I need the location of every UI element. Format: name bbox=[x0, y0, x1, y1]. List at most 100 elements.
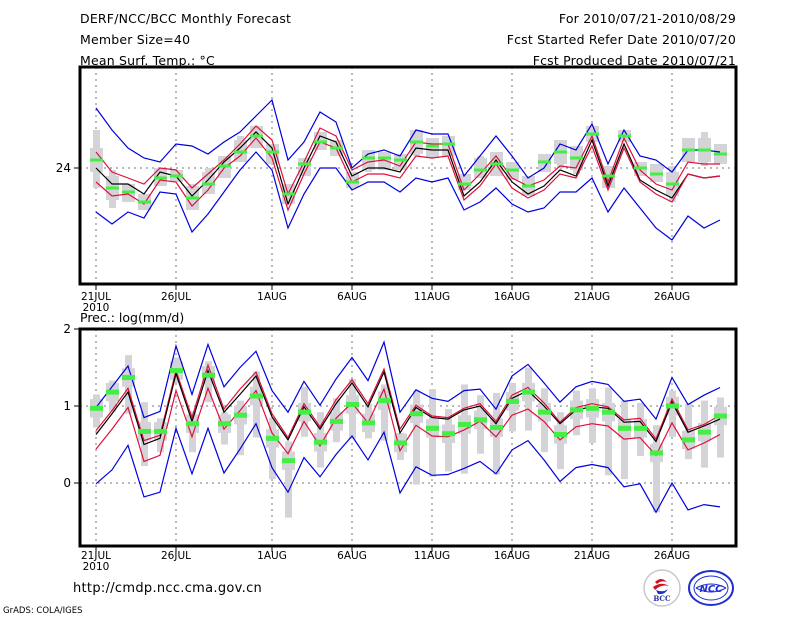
median-marker bbox=[170, 174, 183, 178]
x-tick-label: 26JUL bbox=[161, 550, 191, 562]
median-marker bbox=[442, 431, 455, 437]
y-tick-label: 0 bbox=[63, 476, 71, 490]
median-marker bbox=[410, 411, 423, 417]
x-tick-label: 26AUG bbox=[654, 291, 690, 303]
median-marker bbox=[122, 190, 135, 194]
series-line-min bbox=[95, 151, 721, 241]
median-marker bbox=[218, 421, 231, 427]
series-line-spread-upper bbox=[95, 125, 720, 196]
member-size: Member Size=40 bbox=[80, 32, 191, 47]
range-bar bbox=[269, 417, 276, 480]
median-marker bbox=[362, 156, 375, 160]
median-marker bbox=[570, 407, 583, 413]
x-tick-label: 21AUG bbox=[574, 550, 610, 562]
produced-date: Fcst Produced Date 2010/07/21 bbox=[532, 53, 736, 68]
median-marker bbox=[506, 168, 519, 172]
y-tick-label: 1 bbox=[63, 399, 71, 413]
quartile-box bbox=[426, 138, 439, 158]
median-marker bbox=[250, 393, 263, 399]
quartile-box bbox=[394, 154, 407, 170]
x-tick-label: 1AUG bbox=[257, 550, 287, 562]
chart-panel-0: 24 21JUL 26JUL 1AUG 6AUG 11AUG 16AUG 21AUG 26AUG… bbox=[56, 65, 738, 314]
median-marker bbox=[122, 375, 135, 381]
median-marker bbox=[618, 134, 631, 138]
median-marker bbox=[458, 182, 471, 186]
median-marker bbox=[170, 368, 183, 374]
median-marker bbox=[458, 421, 471, 427]
range-bar bbox=[237, 400, 244, 456]
median-marker bbox=[202, 182, 215, 186]
median-marker bbox=[106, 186, 119, 190]
x-tick-label: 11AUG bbox=[414, 291, 450, 303]
median-marker bbox=[394, 158, 407, 162]
median-marker bbox=[106, 389, 119, 395]
median-marker bbox=[138, 428, 151, 434]
x-tick-label: 21JUL bbox=[81, 291, 111, 303]
x-tick-label: 6AUG bbox=[337, 550, 367, 562]
median-marker bbox=[138, 200, 151, 204]
median-marker bbox=[522, 184, 535, 188]
x-tick-label: 26AUG bbox=[654, 550, 690, 562]
quartile-box bbox=[362, 150, 375, 170]
series-line-spread-lower bbox=[95, 386, 721, 463]
median-marker bbox=[330, 146, 343, 150]
bcc-logo: BCC bbox=[643, 569, 681, 607]
median-marker bbox=[586, 405, 599, 411]
range-bar bbox=[653, 425, 660, 513]
x-tick-label: 26JUL bbox=[161, 291, 191, 303]
x-tick-label: 21AUG bbox=[574, 291, 610, 303]
range-bar bbox=[621, 400, 628, 480]
median-marker bbox=[650, 172, 663, 176]
median-marker bbox=[714, 413, 727, 419]
median-marker bbox=[538, 160, 551, 164]
median-marker bbox=[202, 372, 215, 378]
median-marker bbox=[314, 140, 327, 144]
logos: BCC NCC bbox=[643, 569, 734, 607]
median-marker bbox=[186, 196, 199, 200]
median-marker bbox=[650, 450, 663, 456]
median-marker bbox=[602, 174, 615, 178]
median-marker bbox=[346, 180, 359, 184]
series-line-spread-upper bbox=[95, 363, 721, 442]
series-line-spread-lower bbox=[95, 137, 721, 212]
median-marker bbox=[634, 166, 647, 170]
series-line-max bbox=[95, 340, 721, 421]
y-tick-label: 2 bbox=[63, 322, 71, 336]
median-marker bbox=[442, 142, 455, 146]
range-bar bbox=[717, 397, 724, 458]
x-tick-year: 2010 bbox=[83, 302, 110, 314]
median-marker bbox=[490, 162, 503, 166]
median-marker bbox=[378, 398, 391, 404]
y-tick-label: 24 bbox=[56, 161, 71, 175]
header-left: DERF/NCC/BCC Monthly Forecast Member Siz… bbox=[80, 11, 291, 74]
median-marker bbox=[554, 431, 567, 437]
range-bar bbox=[285, 441, 292, 518]
median-marker bbox=[682, 437, 695, 443]
median-marker bbox=[586, 132, 599, 136]
median-marker bbox=[426, 425, 439, 431]
ncc-logo: NCC bbox=[688, 570, 734, 606]
panel-title: Prec.: log(mm/d) bbox=[80, 310, 184, 325]
x-tick-label: 6AUG bbox=[337, 291, 367, 303]
median-marker bbox=[698, 429, 711, 435]
median-marker bbox=[330, 418, 343, 424]
median-marker bbox=[634, 425, 647, 431]
median-marker bbox=[602, 409, 615, 415]
median-marker bbox=[266, 435, 279, 441]
median-marker bbox=[714, 152, 727, 156]
series-line-mean bbox=[95, 368, 721, 446]
x-tick-label: 1AUG bbox=[257, 291, 287, 303]
quartile-box bbox=[474, 158, 487, 178]
median-marker bbox=[570, 156, 583, 160]
started-refer-date: Fcst Started Refer Date 2010/07/20 bbox=[506, 32, 736, 47]
range-bar bbox=[413, 390, 420, 485]
range-bar bbox=[605, 387, 612, 476]
median-marker bbox=[490, 425, 503, 431]
x-tick-year: 2010 bbox=[83, 561, 110, 573]
median-marker bbox=[154, 176, 167, 180]
source-url[interactable]: http://cmdp.ncc.cma.gov.cn bbox=[73, 581, 263, 596]
median-marker bbox=[154, 428, 167, 434]
median-marker bbox=[618, 425, 631, 431]
series-line-mean bbox=[95, 131, 721, 206]
